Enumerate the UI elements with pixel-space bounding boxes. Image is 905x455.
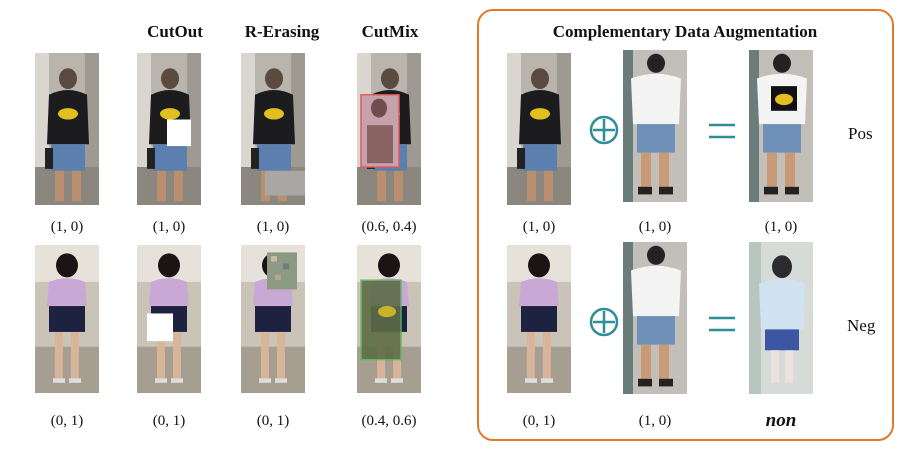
caption-bottom-rerasing: (0, 1)	[256, 413, 290, 429]
cda-frame	[477, 9, 894, 441]
caption-bottom-cda-middle: (1, 0)	[638, 413, 672, 429]
plus-icon	[589, 307, 619, 337]
caption-top-original: (1, 0)	[50, 219, 84, 235]
caption-top-cutmix: (0.6, 0.4)	[361, 219, 417, 235]
image-cutout-top	[137, 53, 201, 205]
image-rerasing-top	[241, 53, 305, 205]
caption-bottom-cutout: (0, 1)	[152, 413, 186, 429]
image-cutout-bottom	[137, 245, 201, 393]
image-cda-top-result	[749, 50, 813, 202]
image-cutmix-top	[357, 53, 421, 205]
plus-icon	[589, 115, 619, 145]
image-cda-top-left	[507, 53, 571, 205]
image-original-top	[35, 53, 99, 205]
header-cda: Complementary Data Augmentation	[552, 22, 818, 41]
caption-top-cda-left: (1, 0)	[522, 219, 556, 235]
image-rerasing-bottom	[241, 245, 305, 393]
caption-bottom-cda-left: (0, 1)	[522, 413, 556, 429]
label-neg: Neg	[847, 316, 876, 335]
label-pos: Pos	[848, 124, 873, 143]
caption-top-cutout: (1, 0)	[152, 219, 186, 235]
image-cutmix-bottom	[357, 245, 421, 393]
caption-bottom-cda-result: non	[765, 410, 797, 431]
caption-top-cda-result: (1, 0)	[764, 219, 798, 235]
image-cda-bottom-left	[507, 245, 571, 393]
image-cda-top-middle	[623, 50, 687, 202]
image-cda-bottom-result	[749, 242, 813, 394]
caption-top-cda-middle: (1, 0)	[638, 219, 672, 235]
header-cutmix: CutMix	[361, 22, 419, 41]
image-original-bottom	[35, 245, 99, 393]
caption-bottom-cutmix: (0.4, 0.6)	[361, 413, 417, 429]
caption-bottom-original: (0, 1)	[50, 413, 84, 429]
image-cda-bottom-middle	[623, 242, 687, 394]
header-cutout: CutOut	[147, 22, 203, 41]
header-rerasing: R-Erasing	[244, 22, 320, 41]
equals-icon	[709, 123, 735, 139]
caption-top-rerasing: (1, 0)	[256, 219, 290, 235]
equals-icon	[709, 316, 735, 332]
